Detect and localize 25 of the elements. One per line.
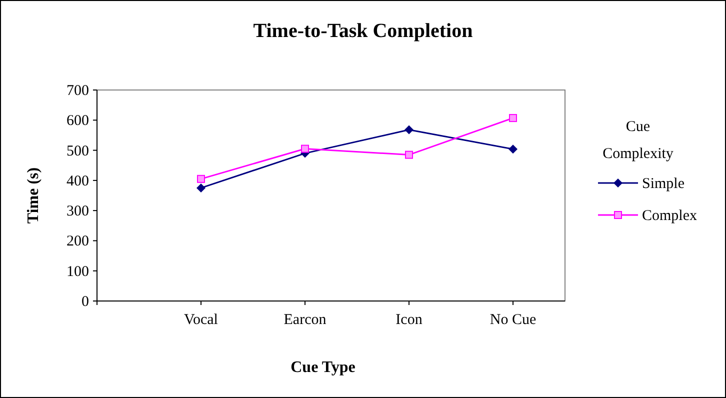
x-axis-title: Cue Type bbox=[290, 359, 356, 376]
point bbox=[508, 144, 518, 154]
legend-label: Complex bbox=[642, 208, 698, 224]
point bbox=[196, 183, 206, 192]
x-tick-label: Earcon bbox=[284, 312, 327, 328]
y-axis-title: Time (s) bbox=[25, 167, 42, 224]
y-tick-label: 400 bbox=[66, 173, 89, 190]
chart-title: Time-to-Task Completion bbox=[253, 20, 473, 42]
x-tick-label: No Cue bbox=[490, 312, 536, 328]
y-tick-label: 300 bbox=[66, 204, 89, 220]
point bbox=[197, 174, 205, 183]
y-tick-label: 200 bbox=[66, 234, 89, 250]
y-tick-label: 0 bbox=[82, 294, 89, 310]
point bbox=[405, 150, 413, 159]
point bbox=[509, 114, 517, 122]
y-tick-label: 700 bbox=[66, 83, 89, 99]
point bbox=[404, 125, 414, 134]
x-tick-label: Vocal bbox=[184, 312, 218, 328]
x-tick-label: Icon bbox=[396, 312, 423, 328]
y-tick-label: 600 bbox=[66, 113, 89, 130]
y-tick-label: 500 bbox=[66, 143, 89, 160]
point bbox=[301, 144, 309, 153]
legend-label: Simple bbox=[642, 176, 685, 192]
y-tick-label: 100 bbox=[66, 264, 89, 280]
legend-title: Cue Complexity bbox=[602, 119, 674, 162]
